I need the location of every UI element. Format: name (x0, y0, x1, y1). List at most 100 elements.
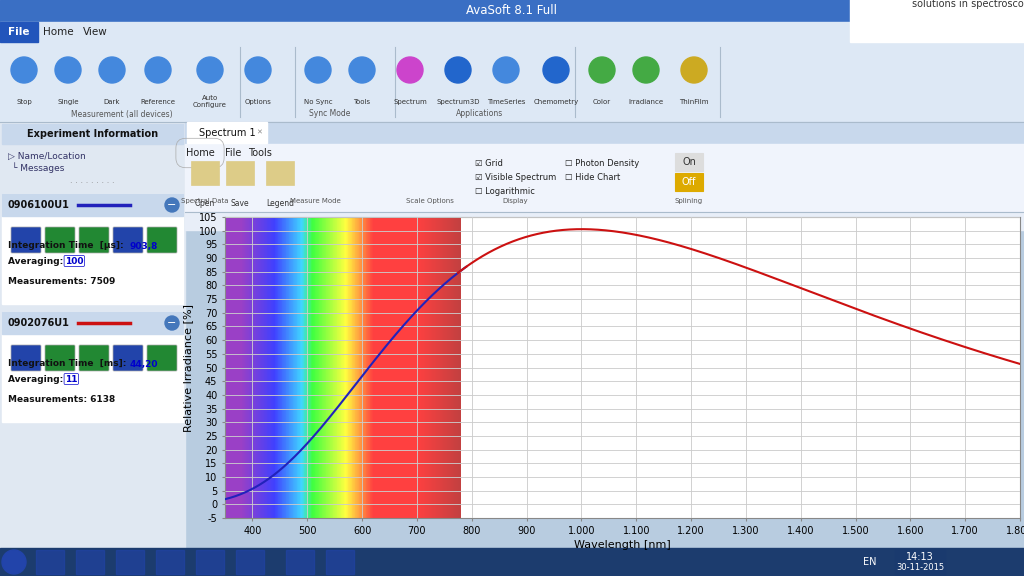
Bar (0, 22, 38, 42)
Text: ☐ Logarithmic: ☐ Logarithmic (475, 187, 535, 195)
Circle shape (633, 57, 659, 83)
Bar (286, 550, 314, 574)
Text: 0902076U1: 0902076U1 (8, 318, 70, 328)
Text: Scale Options: Scale Options (407, 198, 454, 204)
Bar (0, 42, 1024, 122)
Y-axis label: Relative Irradiance [%]: Relative Irradiance [%] (183, 304, 194, 431)
FancyBboxPatch shape (11, 227, 41, 253)
FancyBboxPatch shape (113, 227, 143, 253)
Bar (976, 0, 1024, 22)
FancyBboxPatch shape (113, 345, 143, 371)
Bar (850, 0, 1024, 42)
Bar (2, 312, 183, 334)
Text: 100: 100 (65, 256, 84, 266)
Bar (196, 550, 224, 574)
Text: Spectral Data: Spectral Data (181, 198, 228, 204)
Circle shape (11, 57, 37, 83)
Bar (675, 173, 703, 191)
Circle shape (245, 57, 271, 83)
X-axis label: Wavelength [nm]: Wavelength [nm] (574, 540, 671, 550)
Circle shape (493, 57, 519, 83)
Text: Measurements: 7509: Measurements: 7509 (8, 278, 116, 286)
Bar (185, 212, 1024, 230)
Text: Options: Options (245, 99, 271, 105)
Text: Dark: Dark (103, 99, 120, 105)
Bar (326, 550, 354, 574)
Text: X: X (995, 5, 1005, 17)
Text: ☑ Grid: ☑ Grid (475, 158, 503, 168)
Bar (266, 161, 294, 185)
Circle shape (589, 57, 615, 83)
Text: Measurement (all devices): Measurement (all devices) (72, 109, 173, 119)
Text: Display: Display (502, 198, 527, 204)
Bar (185, 144, 1024, 212)
Text: AvaSoft 8.1 Full: AvaSoft 8.1 Full (467, 5, 557, 17)
FancyBboxPatch shape (45, 227, 75, 253)
Text: Measurements: 6138: Measurements: 6138 (8, 396, 116, 404)
Text: Integration Time  [µs]:: Integration Time [µs]: (8, 241, 127, 251)
Text: Auto
Configure: Auto Configure (194, 96, 227, 108)
Text: On: On (682, 157, 696, 167)
Circle shape (165, 316, 179, 330)
Bar (0, 0, 1024, 22)
Text: Stop: Stop (16, 99, 32, 105)
Text: −: − (167, 318, 177, 328)
Text: Experiment Information: Experiment Information (27, 129, 158, 139)
Text: ☑ Visible Spectrum: ☑ Visible Spectrum (475, 172, 556, 181)
Text: Averaging:: Averaging: (8, 374, 67, 384)
Circle shape (397, 57, 423, 83)
Text: Spectrum: Spectrum (393, 99, 427, 105)
Text: Color: Color (593, 99, 611, 105)
Bar (2, 194, 183, 304)
FancyBboxPatch shape (79, 227, 109, 253)
Text: Save: Save (230, 199, 249, 209)
Text: 0906100U1: 0906100U1 (8, 200, 70, 210)
Text: Tools: Tools (353, 99, 371, 105)
Text: ✕: ✕ (256, 130, 262, 136)
Text: · · · · · · · · ·: · · · · · · · · · (70, 180, 115, 188)
Text: Integration Time  [ms]:: Integration Time [ms]: (8, 359, 129, 369)
Bar (236, 550, 264, 574)
Circle shape (445, 57, 471, 83)
Text: File: File (225, 148, 242, 158)
Circle shape (305, 57, 331, 83)
Bar (226, 161, 254, 185)
Bar (928, 0, 952, 22)
Text: 30-11-2015: 30-11-2015 (896, 563, 944, 571)
Bar (2, 312, 183, 422)
Bar (952, 0, 976, 22)
Text: Sync Mode: Sync Mode (309, 109, 350, 119)
Bar (187, 122, 267, 143)
Text: Spectrum3D: Spectrum3D (436, 99, 480, 105)
Circle shape (165, 198, 179, 212)
Text: Splining: Splining (675, 198, 703, 204)
Circle shape (681, 57, 707, 83)
Bar (2, 124, 183, 144)
Text: Averaging:: Averaging: (8, 256, 67, 266)
Text: −: − (167, 200, 177, 210)
Bar (156, 550, 184, 574)
FancyBboxPatch shape (45, 345, 75, 371)
Circle shape (197, 57, 223, 83)
Text: ▷ Name/Location: ▷ Name/Location (8, 151, 86, 161)
Text: Single: Single (57, 99, 79, 105)
Text: ☐ Hide Chart: ☐ Hide Chart (565, 172, 621, 181)
Bar (675, 153, 703, 171)
Bar (36, 550, 63, 574)
Text: Measure Mode: Measure Mode (290, 198, 340, 204)
Text: 14:13: 14:13 (906, 552, 934, 562)
Bar (0, 22, 1024, 42)
Text: View: View (83, 27, 108, 37)
Text: A: A (855, 0, 885, 3)
Bar (116, 550, 144, 574)
Text: Spectrum 1: Spectrum 1 (199, 128, 255, 138)
Text: Open: Open (195, 199, 215, 209)
Circle shape (349, 57, 375, 83)
Circle shape (2, 550, 26, 574)
Text: ☐ Photon Density: ☐ Photon Density (565, 158, 639, 168)
Circle shape (145, 57, 171, 83)
Text: Tools: Tools (248, 148, 272, 158)
Bar (191, 161, 219, 185)
Text: Off: Off (682, 177, 696, 187)
Text: ThinFilm: ThinFilm (679, 99, 709, 105)
